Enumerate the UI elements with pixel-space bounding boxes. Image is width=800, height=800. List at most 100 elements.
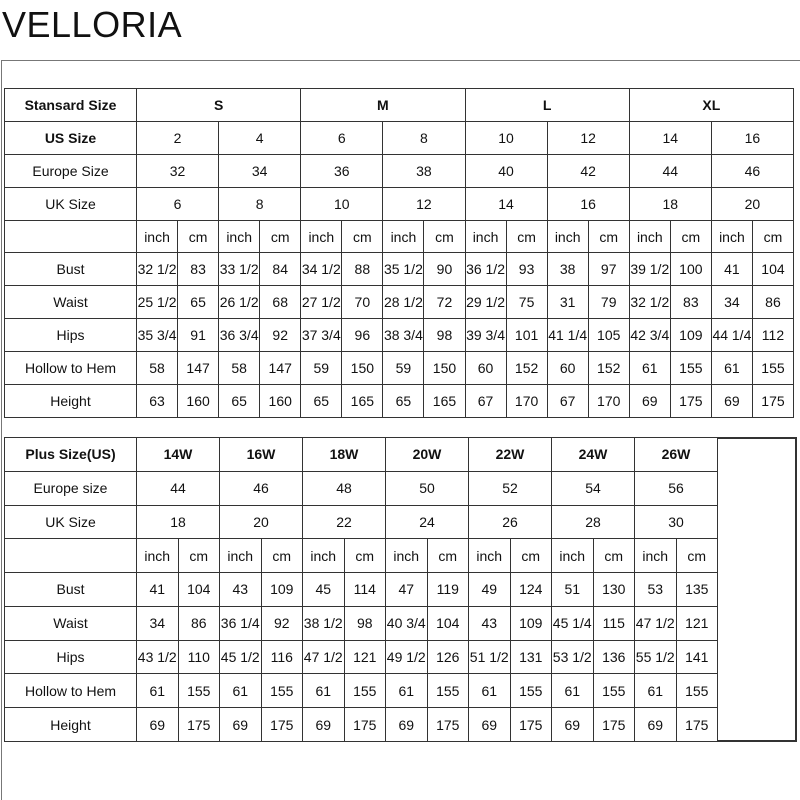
table-cell: 61 (634, 673, 677, 709)
table-cell: 170 (505, 384, 548, 418)
table-cell: 109 (260, 572, 303, 607)
table-cell: 59 (300, 351, 343, 386)
table-cell: 83 (177, 252, 220, 287)
table-cell: 42 (546, 153, 630, 188)
table-cell: 41 (136, 572, 179, 607)
table-cell: XL (628, 88, 795, 122)
table-cell: 92 (259, 318, 302, 353)
table-cell: 86 (751, 285, 795, 320)
table-cell: 26 (468, 504, 552, 540)
table-cell: M (300, 88, 466, 122)
table-cell: inch (300, 219, 343, 254)
table-cell: 47 (385, 572, 428, 607)
row-label: Height (4, 384, 137, 418)
table-cell: 24W (551, 437, 635, 472)
table-cell: 155 (592, 673, 635, 709)
table-cell: cm (669, 219, 712, 254)
brand: VELLORIA (2, 4, 183, 45)
table-cell: 69 (302, 707, 345, 742)
table-cell: 43 1/2 (136, 639, 179, 675)
table-cell: cm (341, 219, 384, 254)
table-cell: cm (343, 538, 386, 574)
table-cell: 12 (382, 186, 466, 221)
table-cell: 68 (259, 285, 302, 320)
table-row: Europe Size 32 34 36 38 40 42 44 46 (4, 153, 795, 188)
table-cell: 83 (669, 285, 712, 320)
table-cell: 47 1/2 (634, 605, 677, 641)
table-cell: 155 (509, 673, 552, 709)
table-cell: inch (628, 219, 671, 254)
table-cell: 101 (505, 318, 548, 353)
table-cell: S (135, 88, 302, 122)
row-label: Hollow to Hem (4, 673, 137, 709)
table-cell: 115 (592, 605, 635, 641)
table-cell: inch (468, 538, 511, 574)
table-cell: 92 (260, 605, 303, 641)
size-table: Plus Size(US) 14W 16W 18W 20W 22W 24W 26W Europe… (4, 437, 718, 742)
table-cell: 38 3/4 (382, 318, 425, 353)
table-cell: cm (423, 219, 466, 254)
table-cell: 155 (343, 673, 386, 709)
table-cell: 38 1/2 (302, 605, 345, 641)
table-cell: inch (135, 219, 179, 254)
table-cell: 49 (468, 572, 511, 607)
table-cell: 6 (300, 120, 384, 155)
table-cell: 72 (423, 285, 466, 320)
table-cell: 14 (464, 186, 548, 221)
table-cell: 69 (634, 707, 677, 742)
table-cell: 22 (302, 504, 386, 540)
table-cell: inch (382, 219, 425, 254)
table-cell: 61 (468, 673, 511, 709)
table-cell: 63 (135, 384, 179, 418)
table-cell: cm (260, 538, 303, 574)
table-cell: 44 (628, 153, 712, 188)
row-label: Plus Size(US) (4, 437, 137, 472)
table-cell: 51 (551, 572, 594, 607)
table-cell: 69 (628, 384, 671, 418)
table-cell: 61 (710, 351, 753, 386)
table-cell: 44 (136, 470, 220, 506)
table-cell: 14W (136, 437, 220, 472)
table-cell: 12 (546, 120, 630, 155)
table-cell: inch (464, 219, 507, 254)
table-cell: 155 (751, 351, 795, 386)
table-cell: 69 (468, 707, 511, 742)
table-cell: 170 (587, 384, 630, 418)
table-cell: 37 3/4 (300, 318, 343, 353)
table-cell: 152 (505, 351, 548, 386)
table-cell: inch (219, 538, 262, 574)
table-cell: 86 (177, 605, 220, 641)
table-cell: 65 (382, 384, 425, 418)
table-cell: 43 (468, 605, 511, 641)
row-label: Stansard Size (4, 88, 137, 122)
table-row: Plus Size(US) 14W 16W 18W 20W 22W 24W 26W (4, 437, 718, 472)
table-cell: 165 (423, 384, 466, 418)
table-cell: 36 1/4 (219, 605, 262, 641)
row-label: Waist (4, 605, 137, 641)
table-cell: 69 (710, 384, 753, 418)
table-cell: 60 (464, 351, 507, 386)
table-cell: 61 (136, 673, 179, 709)
table-cell: 28 1/2 (382, 285, 425, 320)
row-label (4, 219, 137, 254)
table-cell: 130 (592, 572, 635, 607)
row-label: Bust (4, 572, 137, 607)
table-cell: 26 1/2 (218, 285, 261, 320)
table-cell: 34 (218, 153, 302, 188)
table-cell: 42 3/4 (628, 318, 671, 353)
table-cell: 175 (426, 707, 469, 742)
table-cell: 8 (218, 186, 302, 221)
table-row: Hips 35 3/4 91 36 3/4 92 37 3/4 96 38 3/4 98 39 3… (4, 318, 795, 353)
table-row: US Size 2 4 6 8 10 12 14 16 (4, 120, 795, 155)
table-cell: 67 (546, 384, 589, 418)
table-cell: 60 (546, 351, 589, 386)
table-cell: 65 (300, 384, 343, 418)
table-cell: 135 (675, 572, 718, 607)
table-cell: 41 (710, 252, 753, 287)
table-cell: 58 (135, 351, 179, 386)
table-row: Hips 43 1/2 110 45 1/2 116 47 1/2 121 49 1/2 126… (4, 639, 718, 675)
table-cell: inch (551, 538, 594, 574)
table-cell: 70 (341, 285, 384, 320)
table-cell: 40 (464, 153, 548, 188)
